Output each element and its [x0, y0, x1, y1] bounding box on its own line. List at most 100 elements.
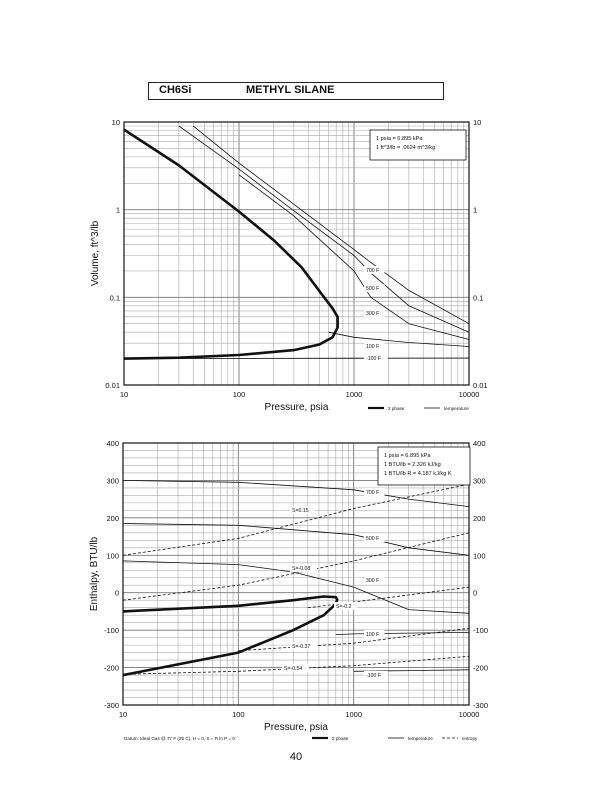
- chart2-series-s-0-08: [122, 532, 470, 601]
- chart1-y-tick-label-right: 0.01: [473, 381, 488, 390]
- page-number: 40: [289, 751, 303, 763]
- chart2-datum-note: Datum: Ideal Gas @ 77 F (25 C), H = 0, S…: [124, 736, 235, 741]
- chart1-x-axis-label: Pressure, psia: [265, 402, 329, 413]
- chart2-curve-label: 700 F: [366, 490, 379, 496]
- chart2-curve-label: 500 F: [366, 536, 379, 542]
- chart2-y-tick-label-left: 400: [106, 439, 119, 448]
- chart2-curve-label: S=-0.08: [292, 566, 310, 572]
- chart1-y-tick-label-left: 0.1: [110, 293, 120, 302]
- chart2-x-axis-label: Pressure, psia: [264, 722, 328, 733]
- chart1-y-tick-label-right: 1: [473, 206, 477, 215]
- chart2-y-axis-label: Enthalpy, BTU/lb: [89, 536, 100, 611]
- chart2-legend-label: entropy: [462, 736, 478, 741]
- chart2-curve-label-bg: [290, 642, 318, 650]
- chart2-x-tick-label: 10000: [459, 710, 480, 719]
- chart1-plot-frame: [123, 121, 470, 386]
- chart1-curve-label: 100 F: [366, 344, 379, 350]
- chart1-curve-label-bg: [364, 309, 385, 317]
- chart1-curve-label: 700 F: [366, 268, 379, 274]
- chart1-x-tick-label: 10000: [459, 390, 480, 399]
- chart2-units-note-line: 1 psia = 6.895 kPa: [384, 453, 431, 459]
- chart2-series-2-phase: [122, 595, 339, 677]
- chart2-units-note-line: 1 BTU/lb R = 4.187 kJ/kg K: [384, 471, 452, 477]
- chart1-series-700-f: [192, 125, 470, 325]
- chart2-y-tick-label-left: 100: [106, 551, 119, 560]
- chart1-curve-label-bg: [364, 284, 385, 292]
- chart1-y-tick-label-left: 1: [116, 206, 120, 215]
- chart1-curve-label: -100 F: [366, 356, 381, 362]
- chart2-curve-label-bg: [290, 564, 318, 572]
- chart2-y-tick-label-right: 400: [473, 439, 486, 448]
- chart2-curve-label-bg: [282, 664, 310, 672]
- chart2-curve-label: 100 F: [366, 632, 379, 638]
- chart2-y-tick-label-right: 200: [473, 514, 486, 523]
- chart2-y-tick-label-left: -200: [104, 664, 119, 673]
- chart2-curve-label-bg: [364, 534, 385, 542]
- chart2-curve-label: S=0.15: [292, 508, 309, 514]
- chart2-y-tick-label-right: 100: [473, 551, 486, 560]
- chart2-y-tick-label-right: -100: [473, 626, 488, 635]
- chart1-units-note-box: [369, 129, 467, 161]
- chart1-y-tick-label-left: 10: [112, 118, 120, 127]
- chart2-x-tick-label: 100: [232, 710, 245, 719]
- chart2-y-tick-label-left: -100: [104, 626, 119, 635]
- chart2-y-tick-label-left: 200: [106, 514, 119, 523]
- chart1-series-500-f: [178, 125, 470, 333]
- chart1-legend-label: 2 phase: [388, 406, 405, 411]
- chart1-x-tick-label: 100: [233, 390, 246, 399]
- chart2-units-note-line: 1 BTU/lb = 2.326 kJ/kg: [384, 462, 441, 468]
- chart1-curve-label-bg: [364, 266, 385, 274]
- chart2-curve-label-bg: [290, 506, 314, 514]
- chart2-x-tick-label: 10: [119, 710, 127, 719]
- chart2-series-s-0-37: [238, 627, 470, 652]
- chart1-y-tick-label-left: 0.01: [105, 381, 120, 390]
- chart1-y-tick-label-right: 10: [473, 118, 481, 127]
- chart2-y-tick-label-right: -200: [473, 664, 488, 673]
- chart2-legend-label: temperature: [408, 736, 433, 741]
- chart1-y-axis-label: Volume, ft^3/lb: [90, 220, 101, 286]
- chart2-curve-label-bg: [364, 488, 385, 496]
- chart1-curve-label: 500 F: [366, 286, 379, 292]
- chart1-curve-label-bg: [364, 342, 385, 350]
- chart2-y-tick-label-right: -300: [473, 701, 488, 710]
- chart1-units-note-line: 1 psia = 6.895 kPa: [376, 136, 423, 142]
- chart2-y-tick-label-right: 0: [473, 589, 477, 598]
- chart1-series-2-phase: [123, 128, 339, 360]
- chart2-curve-label: 300 F: [366, 578, 379, 584]
- chart2-y-tick-label-right: 300: [473, 476, 486, 485]
- chart2-curve-label: S=-0.37: [292, 644, 310, 650]
- chemical-formula: CH6Si: [159, 84, 192, 96]
- chart2-y-tick-label-left: -300: [104, 701, 119, 710]
- chart1-units-note-line: 1 ft^3/lb = .0624 m^3/kg: [376, 145, 435, 151]
- chart1-series-100-f: [328, 331, 470, 347]
- chart1-y-tick-label-right: 0.1: [473, 293, 483, 302]
- chart2-legend-label: 2 phase: [332, 736, 349, 741]
- chart2-y-tick-label-left: 300: [106, 476, 119, 485]
- chart1-x-tick-label: 1000: [346, 390, 363, 399]
- chart2-curve-label-bg: [364, 576, 385, 584]
- chart2-series-s-0-54: [122, 655, 470, 675]
- chart2-series-300-f: [122, 560, 470, 614]
- chart2-y-tick-label-left: 0: [115, 589, 119, 598]
- chart2-curve-label: -100 F: [366, 673, 381, 679]
- chart2-curve-label: S=-0.54: [284, 666, 302, 672]
- chart2-plot-frame: [122, 442, 470, 706]
- chart2-curve-label-bg: [334, 602, 358, 610]
- chart1-series-300-f: [238, 174, 470, 340]
- chart2-series-700-f: [122, 480, 470, 507]
- chart1-series--100-f: [123, 357, 470, 360]
- chart2-curve-label: S=-0.2: [336, 604, 352, 610]
- chart2-series-500-f: [122, 523, 470, 556]
- chemical-name: METHYL SILANE: [246, 84, 335, 96]
- chart1-curve-label: 300 F: [366, 311, 379, 317]
- chart2-series-s-0-15: [122, 483, 470, 556]
- chart2-units-note-box: [377, 446, 471, 486]
- chart2-x-tick-label: 1000: [345, 710, 362, 719]
- chart1-legend-label: temperature: [444, 406, 469, 411]
- chart1-curve-label-bg: [364, 354, 388, 362]
- chart2-curve-label-bg: [364, 630, 385, 638]
- chart-header-box: CH6Si METHYL SILANE: [148, 82, 444, 100]
- chart2-curve-label-bg: [364, 671, 388, 679]
- chart2-series-100-f: [335, 632, 470, 635]
